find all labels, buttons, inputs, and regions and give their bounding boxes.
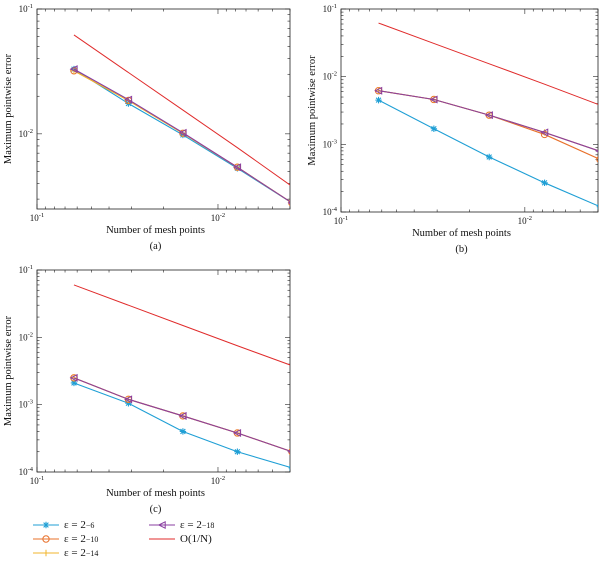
legend: ε = 2 −6 ε = 2 −10 ε = 2 −14 ε = 2 −18 O(1/N… [32, 519, 312, 561]
panel-label: (a) [150, 241, 162, 252]
data-point-eps18 [484, 111, 493, 120]
data-point-eps6 [486, 153, 493, 161]
series-layer [69, 34, 290, 207]
y-tick-label: 10-1 [19, 264, 33, 275]
y-tick-label: 10-3 [323, 138, 337, 149]
x-tick-label: 10-2 [211, 475, 225, 486]
x-tick-label: 10-1 [30, 475, 44, 486]
legend-label: ε = 2 [64, 533, 86, 545]
legend-swatch-marker [42, 521, 50, 529]
series-line-ref [73, 34, 290, 186]
data-point-eps6 [375, 96, 382, 104]
y-tick-label: 10-2 [323, 71, 337, 82]
data-point-eps18 [233, 428, 242, 437]
legend-item-eps6: ε = 2 −6 [32, 519, 94, 531]
series-layer [69, 284, 290, 471]
data-point-eps18 [540, 128, 549, 137]
data-point-eps18 [69, 373, 78, 382]
y-tick-label: 10-3 [19, 399, 33, 410]
x-tick-label: 10-2 [211, 212, 225, 223]
x-axis-label: Number of mesh points [106, 488, 205, 499]
legend-swatch-marker [157, 520, 166, 530]
legend-exponent: −18 [201, 520, 215, 530]
y-axis-label: Maximum pointwise error [307, 55, 318, 166]
data-point-eps10 [596, 156, 598, 163]
legend-label: ε = 2 [64, 519, 86, 531]
legend-swatch-ref [149, 538, 175, 540]
data-point-eps18 [124, 95, 133, 104]
data-point-eps18 [233, 163, 242, 172]
legend-item-eps14: ε = 2 −14 [32, 547, 98, 559]
data-point-eps18 [374, 86, 383, 95]
x-axis-label: Number of mesh points [106, 225, 205, 236]
data-point-eps6 [125, 400, 132, 407]
series-line-ref [378, 22, 598, 105]
series-layer [374, 22, 598, 210]
data-point-eps18 [429, 95, 438, 104]
legend-swatch-eps18 [149, 520, 175, 530]
series-line-eps18 [378, 90, 598, 152]
data-point-eps6 [179, 428, 187, 435]
x-axis-label: Number of mesh points [412, 228, 511, 239]
legend-swatch-eps6 [33, 521, 59, 529]
panel-label: (b) [455, 244, 468, 255]
y-tick-label: 10-1 [323, 3, 337, 14]
legend-swatch-eps14 [33, 549, 59, 557]
data-point-eps18 [178, 411, 187, 420]
legend-item-eps18: ε = 2 −18 [148, 519, 214, 531]
data-point-eps6 [430, 125, 438, 132]
y-tick-label: 10-1 [19, 3, 33, 14]
legend-item-eps10: ε = 2 −10 [32, 533, 98, 545]
legend-exponent: −10 [85, 534, 99, 544]
x-tick-label: 10-1 [334, 215, 348, 226]
plot-frame [340, 8, 599, 213]
y-axis-label: Maximum pointwise error [3, 315, 14, 426]
data-point-eps6 [541, 179, 548, 187]
data-point-eps6 [234, 448, 241, 455]
data-point-eps18 [124, 395, 133, 404]
panel-a: 10-1 10-2 10-1 10-2 Number of mesh points Max… [3, 3, 291, 252]
legend-label: O(1/N) [180, 533, 212, 545]
legend-swatch-marker [42, 535, 50, 543]
y-axis-label: Maximum pointwise error [3, 53, 14, 164]
series-line-ref [73, 284, 290, 366]
x-tick-label: 10-1 [30, 212, 44, 223]
panel-label: (c) [150, 504, 162, 515]
data-point-eps6 [70, 379, 78, 387]
y-tick-label: 10-4 [323, 206, 338, 217]
series-line-eps18 [73, 377, 290, 452]
plot-frame [36, 8, 291, 210]
y-tick-label: 10-4 [19, 466, 34, 477]
legend-label: ε = 2 [64, 547, 86, 559]
data-point-eps18 [69, 65, 78, 74]
plot-frame [36, 269, 291, 473]
legend-swatch-marker [42, 549, 50, 557]
y-tick-label: 10-2 [19, 128, 33, 139]
series-line-eps18 [73, 68, 290, 203]
legend-item-ref: O(1/N) [148, 533, 212, 545]
data-point-eps6 [288, 465, 290, 471]
y-tick-label: 10-2 [19, 331, 33, 342]
legend-exponent: −6 [85, 520, 95, 530]
legend-label: ε = 2 [180, 519, 202, 531]
data-point-eps18 [178, 128, 187, 137]
legend-exponent: −14 [85, 548, 99, 558]
x-tick-label: 10-2 [518, 215, 532, 226]
legend-swatch-eps10 [33, 535, 59, 543]
